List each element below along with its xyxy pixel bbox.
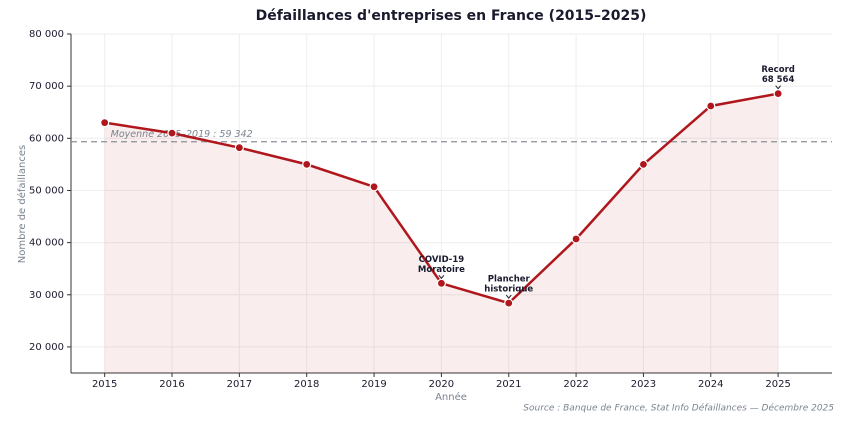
x-tick-label: 2024 (698, 379, 723, 390)
x-tick-label: 2020 (429, 379, 454, 390)
annotation: Plancher (488, 275, 531, 285)
point (436, 278, 446, 288)
point (571, 234, 581, 244)
annotation-arrow (438, 274, 445, 280)
annotation: Record (761, 65, 794, 75)
point (504, 298, 514, 308)
point (302, 159, 312, 169)
point (100, 118, 110, 128)
x-tick-label: 2017 (227, 379, 252, 390)
annotation-arrow (505, 294, 512, 299)
x-tick-label: 2022 (563, 379, 588, 390)
x-tick-label: 2023 (631, 379, 656, 390)
x-tick-label: 2016 (159, 379, 184, 390)
x-tick-label: 2015 (92, 379, 117, 390)
y-tick-label: 40 000 (29, 238, 64, 249)
area (104, 93, 779, 374)
x-tick-label: 2019 (361, 379, 386, 390)
y-tick-label: 50 000 (29, 185, 64, 196)
y-axis-label: Nombre de défaillances (16, 145, 28, 263)
x-tick-label: 2025 (765, 379, 790, 390)
y-tick-label: 30 000 (29, 290, 64, 301)
y-tick-label: 70 000 (29, 81, 64, 92)
point (369, 182, 379, 192)
point (773, 89, 783, 99)
x-tick-label: 2018 (294, 379, 319, 390)
annotation: historique (484, 285, 533, 295)
point (167, 128, 177, 138)
point (638, 159, 649, 169)
point (706, 101, 716, 111)
y-tick-label: 80 000 (29, 29, 64, 40)
x-tick-label: 2021 (496, 379, 521, 390)
annotation-arrow (775, 85, 782, 90)
annotation: COVID-19 (419, 255, 465, 265)
annotation: Moratoire (418, 265, 465, 275)
annotation: 68 564 (762, 75, 795, 85)
y-tick-label: 20 000 (29, 342, 64, 353)
x-axis-label: Année (435, 391, 467, 403)
chart-title: Défaillances d'entreprises en France (20… (256, 8, 647, 24)
y-tick-label: 60 000 (29, 133, 64, 144)
point (234, 143, 244, 153)
source-note: Source : Banque de France, Stat Info Déf… (523, 403, 834, 414)
